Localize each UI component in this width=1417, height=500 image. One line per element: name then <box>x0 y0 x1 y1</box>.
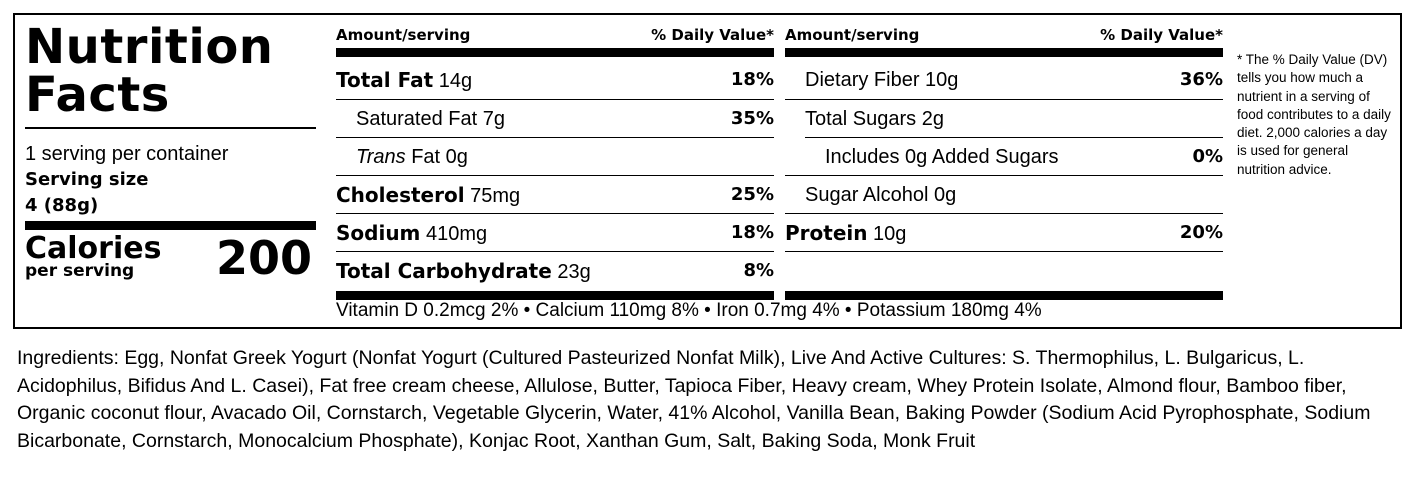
amount-per-serving-header: Amount/serving <box>785 26 920 44</box>
nutrient-name: Trans <box>356 146 406 168</box>
nutrient-dv: 35% <box>730 108 774 129</box>
nutrient-dv: 18% <box>730 69 774 90</box>
nutrient-amount: 75mg <box>470 185 521 207</box>
nutrient-dv: 18% <box>730 222 774 243</box>
nutrient-amount: Fat 0g <box>411 146 468 168</box>
calories-label: Calories <box>25 231 162 266</box>
daily-value-footnote: * The % Daily Value (DV) tells you how m… <box>1237 52 1391 177</box>
nutrient-amount: 2g <box>921 108 944 130</box>
serving-size-value: 4 (88g) <box>25 195 99 216</box>
nutrient-row-added-sugars: Includes 0g Added Sugars 0% <box>805 137 1223 176</box>
nutrient-row-total-sugars: Total Sugars 2g <box>785 99 1223 138</box>
nutrient-dv: 36% <box>1179 69 1223 90</box>
nutrient-name: Dietary Fiber <box>805 69 920 91</box>
nutrient-row-total-fat: Total Fat 14g 18% <box>336 61 774 99</box>
calories-value: 200 <box>215 231 312 285</box>
nutrient-dv: 8% <box>743 260 774 281</box>
nutrient-amount: 23g <box>557 261 591 283</box>
nutrient-name: Saturated Fat <box>356 108 478 130</box>
nutrient-amount: 410mg <box>425 223 488 245</box>
nutrient-name: Sugar Alcohol <box>805 184 929 206</box>
header-rule <box>336 48 774 57</box>
bottom-rule <box>336 291 774 300</box>
per-serving-label: per serving <box>25 261 135 281</box>
daily-value-header: % Daily Value* <box>651 26 774 44</box>
nutrient-amount: 7g <box>482 108 505 130</box>
nutrient-dv: 0% <box>1192 146 1223 167</box>
title-line-1: Nutrition <box>25 19 274 75</box>
header-rule <box>785 48 1223 57</box>
column-header: Amount/serving % Daily Value* <box>336 25 774 45</box>
nutrient-row-empty <box>785 251 1223 290</box>
nutrient-amount: 14g <box>438 70 473 92</box>
bottom-rule <box>785 291 1223 300</box>
nutrient-name: Cholesterol <box>336 183 465 207</box>
nutrient-name: Sodium <box>336 221 421 245</box>
nutrient-row-saturated-fat: Saturated Fat 7g 35% <box>336 99 774 138</box>
nutrition-facts-label: Nutrition Facts 1 serving per container … <box>13 13 1402 329</box>
nutrient-amount: 10g <box>873 223 907 245</box>
servings-per-container: 1 serving per container <box>25 143 229 165</box>
nutrient-row-total-carbohydrate: Total Carbohydrate 23g 8% <box>336 251 774 290</box>
nutrient-name: Total Sugars <box>805 108 917 130</box>
nutrient-name: Includes 0g Added Sugars <box>825 146 1059 168</box>
vitamins-minerals-line: Vitamin D 0.2mcg 2% • Calcium 110mg 8% •… <box>336 300 1042 321</box>
nutrient-row-dietary-fiber: Dietary Fiber 10g 36% <box>785 61 1223 99</box>
nutrient-amount: 10g <box>925 69 959 91</box>
divider-thick <box>25 221 316 230</box>
nutrient-dv: 20% <box>1179 222 1223 243</box>
ingredients-text: Ingredients: Egg, Nonfat Greek Yogurt (N… <box>17 347 1371 452</box>
nutrient-column-left: Amount/serving % Daily Value* Total Fat … <box>336 23 774 300</box>
nutrient-amount: 0g <box>933 184 957 206</box>
nutrient-column-right: Amount/serving % Daily Value* Dietary Fi… <box>785 23 1223 300</box>
nutrient-row-trans-fat: Trans Fat 0g <box>336 137 774 176</box>
nutrient-row-sodium: Sodium 410mg 18% <box>336 213 774 252</box>
nutrient-row-cholesterol: Cholesterol 75mg 25% <box>336 175 774 214</box>
nutrient-name: Total Fat <box>336 68 434 92</box>
nutrient-name: Protein <box>785 221 868 245</box>
divider <box>25 127 316 129</box>
nutrient-row-sugar-alcohol: Sugar Alcohol 0g <box>785 175 1223 214</box>
nutrient-dv: 25% <box>730 184 774 205</box>
column-header: Amount/serving % Daily Value* <box>785 25 1223 45</box>
nutrient-row-protein: Protein 10g 20% <box>785 213 1223 252</box>
amount-per-serving-header: Amount/serving <box>336 26 471 44</box>
title-line-2: Facts <box>25 67 170 123</box>
daily-value-header: % Daily Value* <box>1100 26 1223 44</box>
serving-size-label: Serving size <box>25 169 149 190</box>
nutrition-facts-title: Nutrition Facts <box>25 23 325 119</box>
nutrient-name: Total Carbohydrate <box>336 259 552 283</box>
